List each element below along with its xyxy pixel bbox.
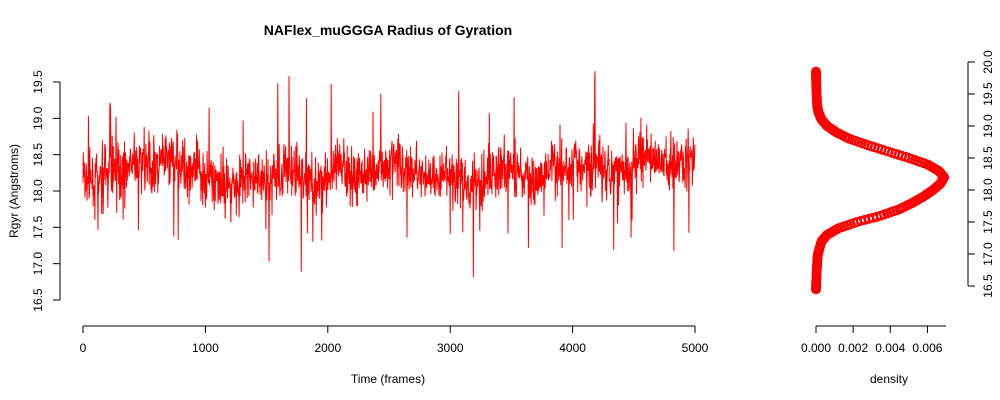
chart-title: NAFlex_muGGGA Radius of Gyration [264,22,512,38]
x-tick-label: 2000 [314,341,341,355]
density-y-tick-label: 17.5 [981,210,995,234]
density-points [811,66,950,295]
density-y-tick-label: 18.0 [981,178,995,202]
y-tick-label: 16.5 [31,288,45,312]
density-x-tick-label: 0.002 [838,341,868,355]
density-y-ticks: 16.5 17.0 17.5 18.0 18.5 19.0 19.5 20.0 [968,50,995,298]
y-ticks: 16.5 17.0 17.5 18.0 18.5 19.0 19.5 [31,70,60,312]
density-y-tick-label: 19.0 [981,114,995,138]
density-x-ticks: 0.000 0.002 0.004 0.006 [801,326,943,355]
x-tick-label: 5000 [682,341,709,355]
density-x-tick-label: 0.004 [875,341,905,355]
series-line-rgyr [82,71,696,278]
x-tick-label: 0 [80,341,87,355]
y-tick-label: 18.0 [31,179,45,203]
y-tick-label: 17.5 [31,215,45,239]
y-tick-label: 19.0 [31,106,45,130]
density-plot: 0.000 0.002 0.004 0.006 16.5 17.0 17.5 18.0 18.… [801,50,995,386]
density-y-tick-label: 16.5 [981,274,995,298]
density-x-axis-label: density [870,372,908,386]
main-plot: 0 1000 2000 3000 4000 5000 16.5 17.0 17.5 18.0 18… [7,70,709,386]
density-y-tick-label: 17.0 [981,242,995,266]
x-axis-label: Time (frames) [351,372,425,386]
x-tick-label: 3000 [437,341,464,355]
density-point [811,66,821,77]
x-tick-label: 1000 [192,341,219,355]
density-y-tick-label: 20.0 [981,50,995,74]
density-y-tick-label: 19.5 [981,82,995,106]
y-tick-label: 17.0 [31,252,45,276]
y-axis-label: Rgyr (Angstroms) [7,144,21,238]
density-x-tick-label: 0.006 [912,341,942,355]
density-x-tick-label: 0.000 [801,341,831,355]
y-tick-label: 18.5 [31,143,45,167]
y-tick-label: 19.5 [31,70,45,94]
x-tick-label: 4000 [559,341,586,355]
density-y-tick-label: 18.5 [981,146,995,170]
x-ticks: 0 1000 2000 3000 4000 5000 [80,326,709,355]
